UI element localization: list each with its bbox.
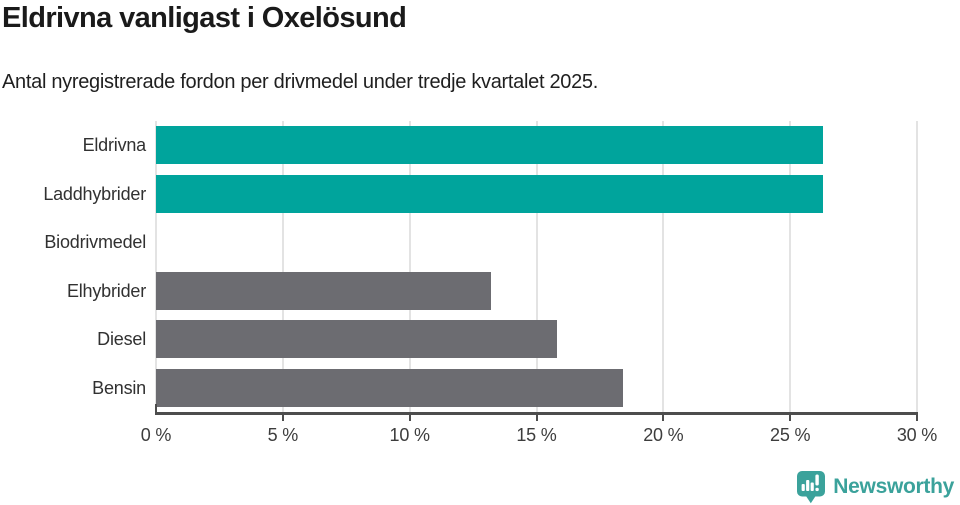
chart-subtitle: Antal nyregistrerade fordon per drivmede… (2, 71, 599, 93)
axis-tick-label: 5 % (267, 425, 299, 445)
axis-tick (662, 415, 665, 421)
gridline (916, 121, 918, 412)
axis-tick-label: 30 % (896, 425, 938, 445)
category-label: Laddhybrider (43, 183, 146, 204)
chart-row: Elhybrider (67, 267, 917, 316)
axis-tick-label: 15 % (516, 425, 557, 445)
axis-tick (155, 404, 157, 415)
axis-tick (408, 415, 411, 421)
chart-row: Laddhybrider (43, 170, 917, 219)
gridline (535, 121, 538, 412)
gridline (789, 121, 792, 412)
category-label: Bensin (92, 377, 146, 398)
gridline (281, 121, 284, 412)
axis-tick-label: 10 % (389, 425, 430, 445)
gridline (408, 121, 411, 412)
bar (156, 271, 491, 310)
chart-row: Diesel (97, 315, 917, 364)
newsworthy-logo-icon (797, 471, 826, 504)
chart-row: Biodrivmedel (44, 218, 917, 267)
bar (156, 174, 824, 213)
x-axis-line (155, 412, 918, 415)
axis-tick (281, 415, 284, 421)
x-axis: 0 % 5 % 10 % 15 % 20 % 25 % 30 % (141, 404, 937, 462)
category-label: Elhybrider (66, 280, 146, 301)
bar (156, 368, 623, 407)
chart-title: Eldrivna vanligast i Oxelösund (2, 2, 407, 34)
bar (156, 126, 824, 164)
chart-row: Bensin (92, 364, 917, 413)
axis-tick-label: 25 % (770, 425, 811, 445)
brand-name: Newsworthy (833, 475, 954, 498)
bar-rows-layer: Eldrivna Laddhybrider Biodrivmedel Elhybrid… (43, 121, 917, 413)
category-label: Diesel (97, 329, 146, 349)
axis-tick (916, 415, 918, 421)
category-label: Eldrivna (82, 135, 147, 155)
brand-footer: Newsworthy (796, 469, 954, 505)
axis-tick (789, 415, 792, 421)
axis-tick-label: 0 % (140, 425, 172, 445)
plot-area: Eldrivna Laddhybrider Biodrivmedel Elhybrid… (43, 121, 918, 413)
chart-row: Eldrivna (83, 121, 917, 170)
gridline (662, 121, 665, 412)
axis-tick-label: 20 % (643, 425, 684, 445)
bar (156, 320, 557, 358)
axis-tick (535, 415, 538, 421)
gridline (155, 121, 157, 412)
category-label: Biodrivmedel (44, 232, 146, 252)
